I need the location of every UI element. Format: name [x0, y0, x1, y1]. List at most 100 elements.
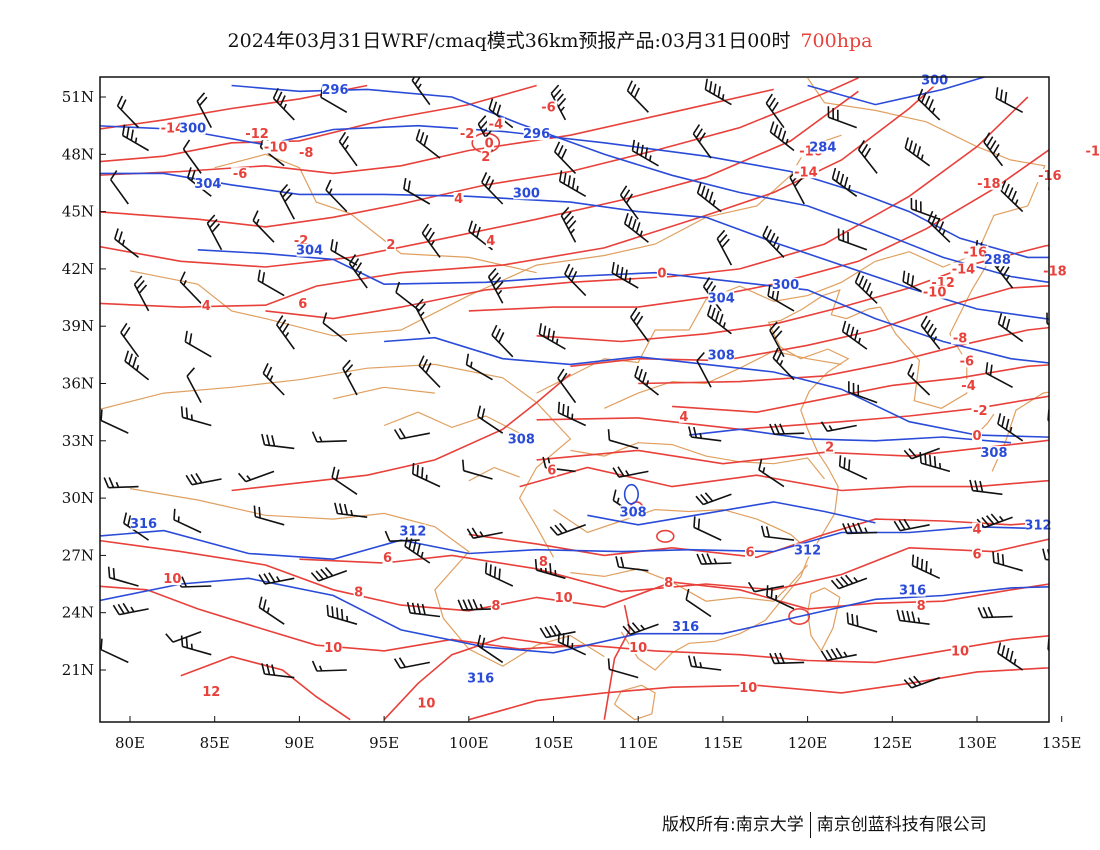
wind-barb — [326, 604, 358, 625]
height-label-bg — [513, 186, 540, 200]
wind-barb — [772, 347, 795, 381]
temperature-label: -16 — [964, 246, 988, 261]
wind-barb — [626, 80, 649, 113]
wind-barb — [893, 518, 930, 532]
wind-barb — [558, 170, 587, 197]
wind-barb — [557, 630, 587, 656]
isotherm — [536, 244, 1049, 343]
wind-barb — [696, 351, 712, 388]
wind-barb — [173, 508, 202, 534]
title-level: 700hpa — [800, 30, 873, 52]
height-label-bg — [296, 243, 323, 257]
wind-barb — [406, 602, 441, 618]
temperature-label: -14 — [161, 121, 185, 136]
wind-barb — [903, 675, 940, 689]
temperature-label: 6 — [745, 545, 754, 560]
temperature-label-bg — [739, 681, 758, 695]
isotherm — [100, 90, 859, 268]
height-label: 316 — [130, 517, 157, 532]
temperature-label: -16 — [1086, 144, 1100, 159]
temperature-label-bg — [916, 598, 927, 612]
wind-barb — [411, 77, 431, 106]
wind-barb — [767, 284, 795, 312]
isotherm-cell — [788, 608, 811, 625]
isotherm — [100, 84, 537, 163]
wind-barb — [114, 228, 139, 259]
isohypse — [100, 172, 1049, 320]
lon-label: 110E — [618, 734, 658, 752]
wind-barb — [403, 177, 431, 205]
temperature-label-bg — [971, 404, 990, 418]
height-label: 316 — [467, 671, 494, 686]
wind-barb — [997, 642, 1024, 671]
wind-barb — [258, 596, 285, 625]
wind-barb — [820, 421, 857, 432]
wind-barb — [927, 210, 951, 243]
wind-barb — [557, 368, 577, 404]
wind-barb — [121, 124, 150, 152]
wind-barb — [611, 261, 639, 289]
wind-barb — [261, 663, 295, 679]
wind-barb — [831, 167, 858, 197]
wind-barb — [348, 254, 368, 289]
wind-barb — [696, 182, 722, 213]
wind-barb — [100, 638, 129, 664]
temperature-label: 2 — [386, 238, 395, 253]
wind-barb — [311, 660, 347, 672]
wind-barb — [180, 406, 212, 427]
isotherm — [536, 395, 1049, 431]
wind-barb — [196, 92, 213, 128]
lon-label: 120E — [788, 734, 828, 752]
wind-barb — [1057, 72, 1076, 105]
wind-barb — [538, 323, 566, 350]
wind-barb — [706, 304, 732, 335]
wind-barb — [564, 263, 587, 297]
temperature-label: 4 — [486, 234, 495, 249]
wind-barb — [384, 530, 420, 542]
temperature-label-bg — [629, 640, 648, 654]
wind-barb — [693, 516, 722, 541]
temperature-label-bg — [972, 522, 982, 536]
border-line — [570, 442, 825, 480]
border-line — [806, 587, 841, 653]
isotherm — [638, 326, 1049, 385]
wind-barb — [615, 556, 649, 572]
wind-barb — [549, 522, 586, 536]
wind-barb — [539, 624, 576, 639]
temperature-label: -2 — [973, 404, 987, 419]
border-line — [604, 350, 842, 409]
wind-barb — [325, 179, 348, 213]
temperature-label-bg — [262, 140, 289, 154]
lat-label: 24N — [62, 604, 94, 622]
height-label: 288 — [984, 253, 1011, 268]
height-label-bg — [321, 83, 348, 97]
temperature-label: 10 — [629, 641, 647, 656]
temperature-label: 6 — [383, 551, 392, 566]
isohypse — [384, 336, 1049, 439]
wind-barb — [252, 210, 275, 243]
wind-barb — [692, 124, 712, 159]
wind-barb — [415, 128, 441, 159]
temperature-label: -6 — [233, 167, 247, 182]
wind-barb — [466, 527, 503, 539]
lon-label: 90E — [284, 734, 314, 752]
wind-barb — [830, 574, 868, 590]
lon-label: 115E — [703, 734, 743, 752]
height-label-bg — [194, 176, 221, 190]
wind-barb — [1047, 638, 1049, 652]
wind-barb — [415, 298, 431, 335]
height-label-bg — [984, 253, 1011, 267]
lon-label: 105E — [534, 734, 574, 752]
isohypse-cell — [623, 483, 640, 505]
temperature-label-bg — [490, 598, 501, 612]
isotherm — [100, 77, 944, 308]
wind-barb — [904, 137, 931, 167]
lon-label: 85E — [200, 734, 230, 752]
wind-barb — [261, 433, 295, 450]
temperature-label: 12 — [202, 685, 220, 700]
lat-label: 45N — [62, 203, 94, 221]
wind-barb — [279, 183, 296, 220]
company-text: 南京创蓝科技有限公司 — [816, 815, 987, 835]
